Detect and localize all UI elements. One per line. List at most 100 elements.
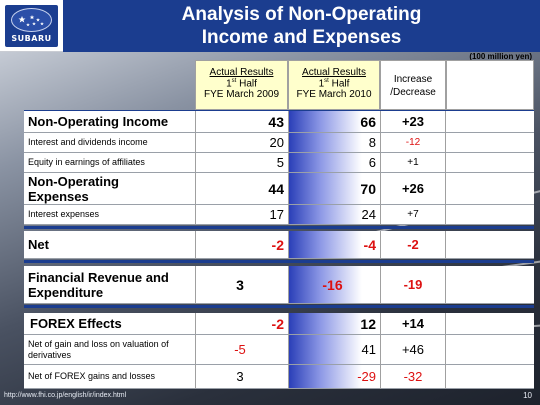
value-fy2010: -16	[288, 266, 380, 304]
unit-note: (100 million yen)	[469, 52, 532, 61]
value-text: +23	[401, 114, 425, 129]
half-number: 1	[226, 78, 232, 90]
value-fy2010: 6	[288, 153, 380, 173]
value-text: -16	[322, 276, 343, 293]
value-change: +26	[380, 173, 446, 205]
section-divider	[24, 260, 534, 263]
value-text: -29	[357, 369, 376, 384]
value-fy2010: 70	[288, 173, 380, 205]
value-fy2010: 24	[288, 205, 380, 225]
row-label: Net	[24, 231, 195, 259]
blank-cell	[446, 133, 534, 153]
value-text: -12	[405, 137, 421, 148]
half-number: 1	[318, 78, 325, 90]
row-label: Non-Operating Income	[24, 111, 195, 133]
value-fy2010: 8	[288, 133, 380, 153]
row-label-text: Equity in earnings of affiliates	[28, 157, 145, 167]
value-text: 44	[268, 180, 284, 197]
column-header-change: Increase /Decrease	[380, 60, 446, 110]
value-text: 24	[361, 207, 376, 222]
value-change: +1	[380, 153, 446, 173]
divider	[24, 110, 534, 111]
subaru-stars-emblem-icon	[11, 8, 52, 32]
page-title-line-2: Income and Expenses	[201, 27, 402, 48]
value-text: -2	[407, 237, 419, 252]
blank-cell	[446, 231, 534, 259]
value-text: +1	[407, 157, 419, 168]
value-fy2010: 41	[288, 335, 380, 365]
row-label-text: Interest expenses	[28, 209, 100, 219]
table-row: Net of FOREX gains and losses 3 -29 -32	[24, 365, 534, 389]
value-text: 12	[360, 315, 376, 332]
table-row: Interest and dividends income 20 8 -12	[24, 133, 534, 153]
column-header-label: Actual Results	[302, 67, 366, 78]
value-text: 8	[368, 135, 376, 150]
value-fy2010: 66	[288, 111, 380, 133]
value-text: 66	[360, 113, 376, 130]
row-label: Non-Operating Expenses	[24, 173, 195, 205]
row-label: Net of gain and loss on valuation of der…	[24, 335, 195, 365]
table-row: Interest expenses 17 24 +7	[24, 205, 534, 225]
value-text: +7	[407, 209, 419, 220]
blank-cell	[446, 365, 534, 389]
slide-header: SUBARU Analysis of Non-Operating Income …	[0, 0, 540, 52]
page-title-line-1: Analysis of Non-Operating	[181, 4, 422, 25]
logo-wordmark: SUBARU	[11, 34, 52, 43]
column-header-fy2009: Actual Results 1st Half FYE March 2009	[195, 60, 288, 110]
value-fy2009: 3	[195, 365, 288, 389]
column-header-label: Actual Results	[209, 67, 274, 78]
value-text: 43	[268, 113, 284, 130]
value-text: -4	[363, 236, 376, 253]
value-text: 41	[361, 342, 376, 357]
value-fy2009: -2	[195, 313, 288, 335]
value-text: -32	[403, 369, 423, 384]
value-fy2009: -2	[195, 231, 288, 259]
value-change: -32	[380, 365, 446, 389]
value-text: +26	[401, 181, 425, 196]
value-change: +14	[380, 313, 446, 335]
value-text: 70	[360, 180, 376, 197]
value-change: +46	[380, 335, 446, 365]
value-text: 17	[269, 207, 284, 222]
value-text: 20	[269, 135, 284, 150]
blank-cell	[446, 335, 534, 365]
column-header-blank	[446, 60, 534, 110]
blank-cell	[446, 173, 534, 205]
column-header-half: 1st Half	[196, 78, 287, 89]
half-word: Half	[328, 78, 350, 90]
value-fy2009: 44	[195, 173, 288, 205]
value-text: 3	[236, 276, 244, 293]
half-word: Half	[236, 78, 257, 90]
value-change: -2	[380, 231, 446, 259]
row-label-text: Net	[28, 237, 49, 252]
row-label-text: Interest and dividends income	[28, 137, 148, 147]
column-header-period: FYE March 2010	[296, 89, 372, 101]
section-divider	[24, 305, 534, 308]
row-label-text: Net of gain and loss on valuation of der…	[28, 338, 169, 360]
value-text: 6	[368, 155, 376, 170]
value-text: -2	[271, 236, 284, 253]
value-change: -19	[380, 266, 446, 304]
row-label: Interest expenses	[24, 205, 195, 225]
row-label-text: Non-Operating Expenses	[28, 173, 119, 204]
table-row: Equity in earnings of affiliates 5 6 +1	[24, 153, 534, 173]
value-text: 3	[236, 369, 244, 384]
table-row: Non-Operating Expenses 44 70 +26	[24, 173, 534, 205]
change-header-line-2: /Decrease	[390, 87, 436, 98]
value-text: -19	[403, 277, 423, 292]
change-header-line-1: Increase	[393, 74, 433, 85]
column-header-half: 1st Half	[289, 78, 379, 89]
value-text: +14	[401, 316, 425, 331]
value-fy2010: -29	[288, 365, 380, 389]
value-change: +23	[380, 111, 446, 133]
value-fy2009: 5	[195, 153, 288, 173]
row-label: FOREX Effects	[24, 313, 195, 335]
section-divider	[24, 226, 534, 229]
title-bar: Analysis of Non-Operating Income and Exp…	[63, 0, 540, 52]
column-header-fy2010: Actual Results 1st Half FYE March 2010	[288, 60, 380, 110]
footer-link[interactable]: http://www.fhi.co.jp/english/ir/index.ht…	[4, 392, 127, 399]
table-row: FOREX Effects -2 12 +14	[24, 313, 534, 335]
half-suffix: st	[324, 78, 329, 84]
blank-cell	[446, 266, 534, 304]
row-label: Net of FOREX gains and losses	[24, 365, 195, 389]
